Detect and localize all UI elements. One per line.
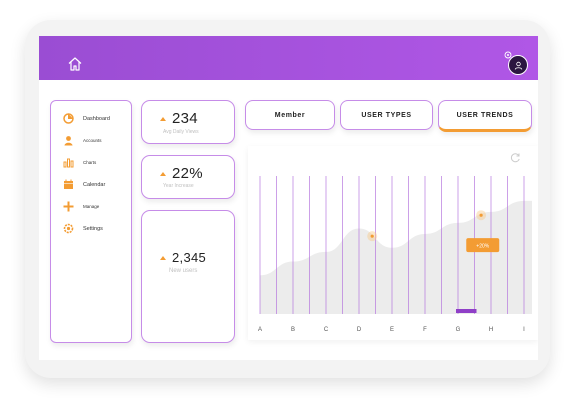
x-tick-label: G: [456, 327, 461, 333]
x-tick-label: B: [291, 327, 295, 333]
refresh-icon[interactable]: [510, 152, 521, 163]
sidebar-item-label: Dashboard: [83, 115, 110, 122]
tab-user-trends[interactable]: USER TRENDS: [438, 100, 532, 132]
app-screen: Dashboard Accounts Charts Calendar Manag…: [39, 36, 538, 360]
top-bar: [39, 36, 538, 80]
sidebar-item-label: Charts: [83, 160, 97, 165]
change-badge: [466, 238, 500, 253]
data-point: [479, 213, 483, 217]
stat-label: Avg Daily Views: [163, 129, 199, 135]
chart-canvas: +20% A B C D E F G H I: [258, 176, 532, 333]
stat-card-new-users: 2,345 New users: [141, 210, 235, 343]
x-tick-label: I: [523, 327, 525, 333]
sidebar-item-label: Calendar: [83, 181, 106, 188]
calendar-icon: [63, 179, 74, 190]
sidebar-item-label: Settings: [83, 225, 103, 232]
trend-chart: +20% A B C D E F G H I: [248, 146, 538, 340]
sidebar-item-label: Accounts: [83, 138, 102, 143]
sidebar: Dashboard Accounts Charts Calendar Manag…: [50, 100, 132, 343]
tab-member[interactable]: Member: [245, 100, 335, 130]
bar-chart-icon: [63, 157, 74, 168]
sidebar-item-dashboard[interactable]: Dashboard: [63, 113, 110, 124]
stat-label: Year Increase: [163, 183, 194, 189]
trend-up-icon: [160, 171, 166, 176]
plus-icon: [63, 201, 74, 212]
x-tick-label: D: [357, 327, 362, 333]
stat-value: 2,345: [172, 250, 207, 265]
user-avatar[interactable]: [508, 55, 528, 75]
sidebar-item-settings[interactable]: Settings: [63, 223, 103, 234]
gear-icon[interactable]: [503, 50, 513, 60]
stat-card-views: 234 Avg Daily Views: [141, 100, 235, 144]
stat-value: 22%: [172, 165, 203, 182]
trend-up-icon: [160, 116, 166, 121]
sidebar-item-accounts[interactable]: Accounts: [63, 135, 102, 146]
x-tick-label: H: [489, 327, 493, 333]
x-tick-label: F: [423, 327, 427, 333]
stat-label: New users: [169, 268, 198, 274]
sidebar-item-charts[interactable]: Charts: [63, 157, 96, 168]
tab-user-types[interactable]: USER TYPES: [340, 100, 433, 130]
trend-area: [260, 200, 532, 314]
x-tick-label: C: [324, 327, 329, 333]
user-icon: [514, 61, 522, 70]
trend-up-icon: [160, 255, 166, 260]
x-tick-label: E: [390, 327, 394, 333]
home-icon[interactable]: [67, 56, 83, 72]
dashboard-icon: [63, 113, 74, 124]
sidebar-item-calendar[interactable]: Calendar: [63, 179, 105, 190]
sidebar-item-label: Manage: [83, 204, 100, 209]
user-icon: [63, 135, 74, 146]
highlight-bar: [456, 309, 477, 313]
change-badge-label: +20%: [476, 244, 489, 250]
stat-value: 234: [172, 110, 198, 127]
data-point: [370, 234, 374, 238]
stat-card-increase: 22% Year Increase: [141, 155, 235, 199]
sidebar-item-manage[interactable]: Manage: [63, 201, 99, 212]
x-tick-label: A: [258, 327, 262, 333]
settings-icon: [63, 223, 74, 234]
